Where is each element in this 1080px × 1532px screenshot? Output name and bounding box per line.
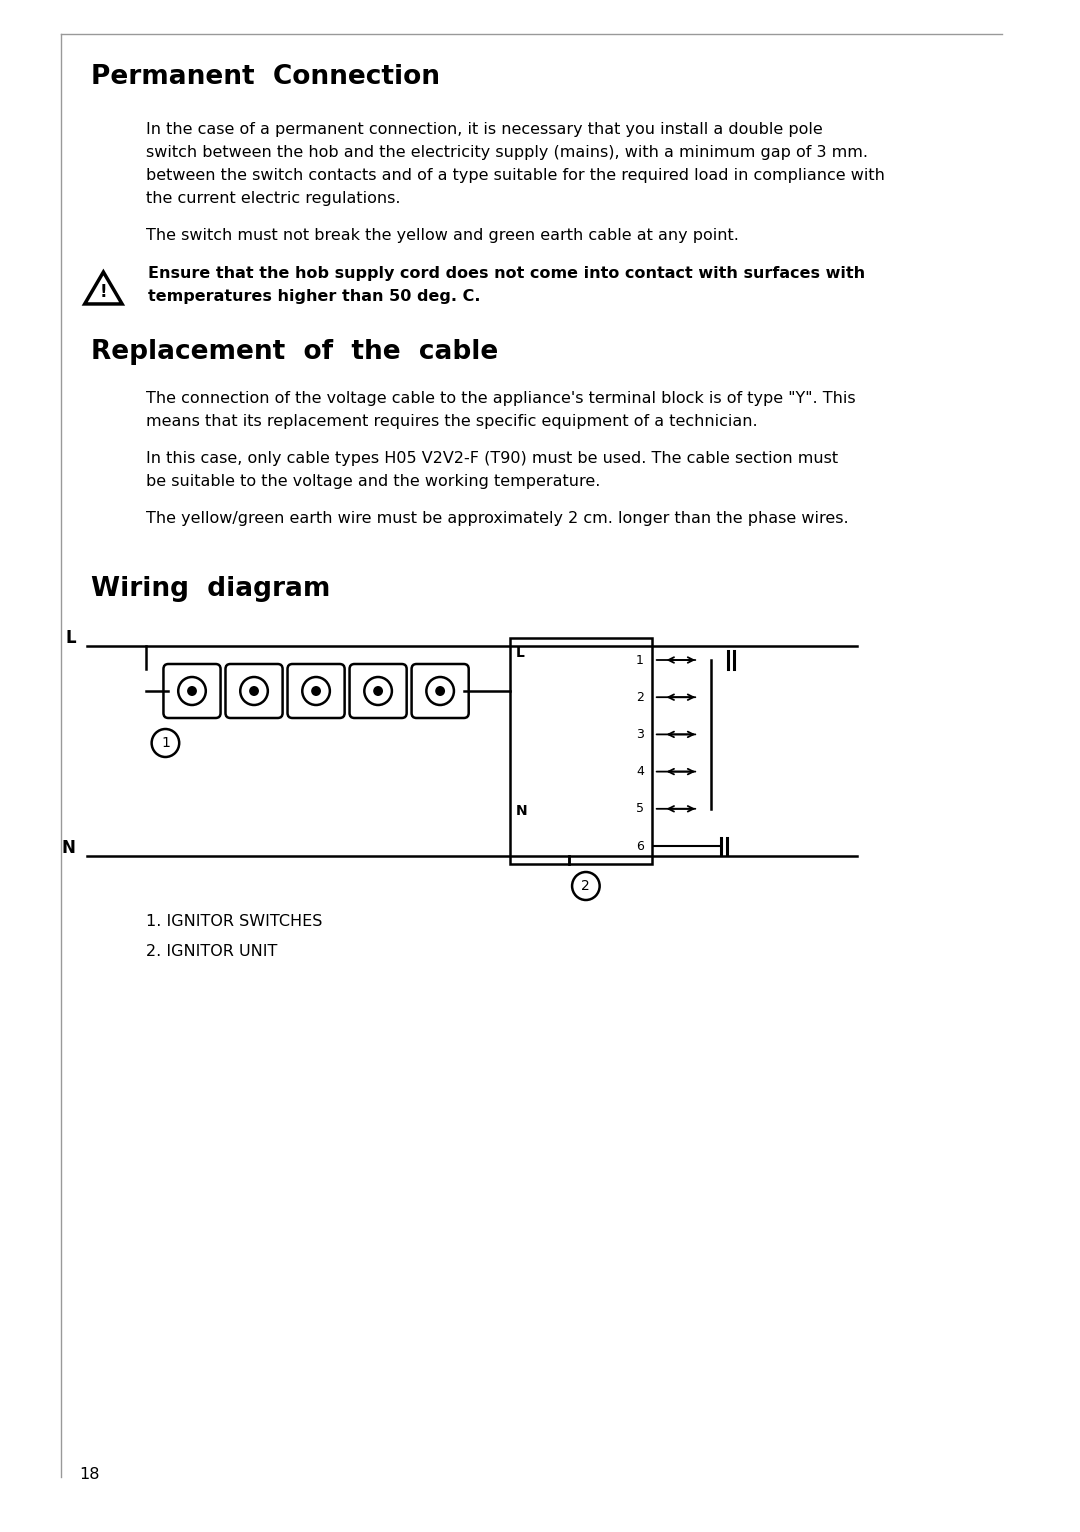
Text: Permanent  Connection: Permanent Connection (91, 64, 440, 90)
Text: 2: 2 (636, 691, 644, 703)
Text: 6: 6 (636, 840, 644, 852)
Bar (510, 637, 652, 864)
Text: The yellow/green earth wire must be approximately 2 cm. longer than the phase wi: The yellow/green earth wire must be appr… (146, 512, 849, 525)
Text: 2: 2 (581, 879, 591, 893)
Text: Wiring  diagram: Wiring diagram (91, 576, 330, 602)
Text: be suitable to the voltage and the working temperature.: be suitable to the voltage and the worki… (146, 473, 600, 489)
Text: 1. IGNITOR SWITCHES: 1. IGNITOR SWITCHES (146, 915, 322, 928)
Text: 4: 4 (636, 764, 644, 778)
Text: 18: 18 (79, 1468, 99, 1481)
Text: !: ! (99, 283, 107, 300)
Text: temperatures higher than 50 deg. C.: temperatures higher than 50 deg. C. (148, 290, 481, 303)
Text: In this case, only cable types H05 V2V2-F (T90) must be used. The cable section : In this case, only cable types H05 V2V2-… (146, 450, 838, 466)
Text: means that its replacement requires the specific equipment of a technician.: means that its replacement requires the … (146, 414, 757, 429)
Circle shape (374, 686, 383, 696)
FancyBboxPatch shape (350, 663, 407, 719)
Text: Ensure that the hob supply cord does not come into contact with surfaces with: Ensure that the hob supply cord does not… (148, 267, 865, 280)
Text: 3: 3 (636, 728, 644, 741)
Text: the current electric regulations.: the current electric regulations. (146, 192, 401, 205)
Text: L: L (65, 630, 76, 647)
Text: L: L (516, 647, 525, 660)
FancyBboxPatch shape (411, 663, 469, 719)
Circle shape (435, 686, 445, 696)
Text: between the switch contacts and of a type suitable for the required load in comp: between the switch contacts and of a typ… (146, 169, 885, 182)
Text: 1: 1 (161, 735, 170, 751)
Text: N: N (62, 840, 76, 856)
FancyBboxPatch shape (163, 663, 220, 719)
Text: The connection of the voltage cable to the appliance's terminal block is of type: The connection of the voltage cable to t… (146, 391, 855, 406)
Text: The switch must not break the yellow and green earth cable at any point.: The switch must not break the yellow and… (146, 228, 739, 244)
Circle shape (249, 686, 259, 696)
Circle shape (187, 686, 197, 696)
Text: 5: 5 (636, 803, 644, 815)
FancyBboxPatch shape (226, 663, 283, 719)
Text: In the case of a permanent connection, it is necessary that you install a double: In the case of a permanent connection, i… (146, 123, 823, 136)
Text: switch between the hob and the electricity supply (mains), with a minimum gap of: switch between the hob and the electrici… (146, 146, 867, 159)
Text: Replacement  of  the  cable: Replacement of the cable (91, 339, 498, 365)
FancyBboxPatch shape (287, 663, 345, 719)
Text: 2. IGNITOR UNIT: 2. IGNITOR UNIT (146, 944, 278, 959)
Text: 1: 1 (636, 654, 644, 666)
Text: N: N (516, 804, 528, 818)
Circle shape (311, 686, 321, 696)
